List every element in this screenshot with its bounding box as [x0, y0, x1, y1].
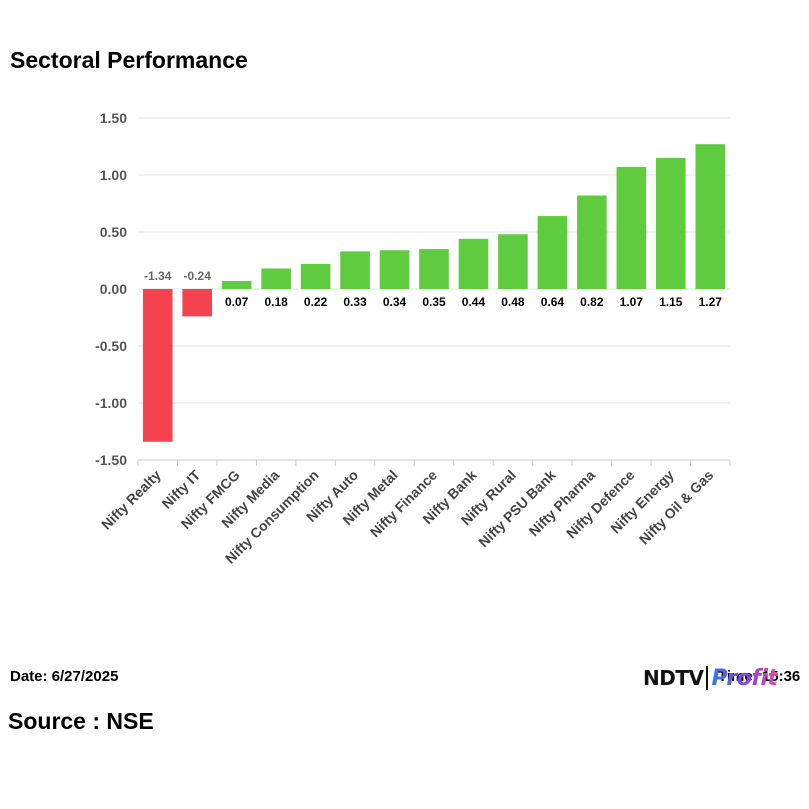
data-label: 0.18 [264, 295, 288, 309]
bar-nifty-oil-gas[interactable] [695, 144, 726, 289]
data-label: 0.35 [422, 295, 446, 309]
data-label: -1.34 [144, 269, 172, 283]
y-tick-label: -0.50 [95, 338, 127, 354]
bar-nifty-rural[interactable] [498, 234, 528, 289]
date-label: Date: 6/27/2025 [10, 668, 119, 685]
bar-nifty-it[interactable] [182, 289, 212, 317]
y-tick-label: 0.00 [100, 281, 127, 297]
x-tick-label: Nifty Realty [98, 467, 164, 533]
data-label: 0.33 [343, 295, 367, 309]
y-axis-ticks: 1.50 1.00 0.50 0.00 -0.50 -1.00 -1.50 [95, 110, 127, 468]
data-label: 0.22 [304, 295, 328, 309]
bar-nifty-finance[interactable] [419, 249, 449, 289]
bar-nifty-media[interactable] [261, 268, 291, 289]
bar-nifty-realty[interactable] [142, 289, 173, 442]
bar-nifty-defence[interactable] [616, 167, 647, 289]
bar-nifty-energy[interactable] [656, 157, 686, 289]
bar-nifty-fmcg[interactable] [221, 281, 252, 289]
data-label: 0.64 [541, 295, 565, 309]
data-label: 0.34 [383, 295, 407, 309]
bar-nifty-pharma[interactable] [577, 195, 607, 289]
y-tick-label: -1.00 [95, 395, 127, 411]
source-label: Source : NSE [8, 708, 154, 734]
logo-ndtv-text: NDTV [643, 666, 704, 690]
logo-divider [706, 666, 709, 690]
x-tick-label: Nifty Defence [563, 467, 638, 542]
data-label: -0.24 [184, 269, 212, 283]
bar-nifty-consumption[interactable] [300, 263, 331, 289]
data-label: 0.44 [462, 295, 486, 309]
data-label: 0.82 [580, 295, 604, 309]
y-tick-label: 1.50 [100, 110, 127, 126]
ndtv-profit-logo: NDTV Profit [643, 664, 778, 692]
data-labels: -1.34 -0.24 0.07 0.18 0.22 0.33 0.34 0.35 0.44 0.… [144, 269, 722, 309]
data-label: 0.07 [225, 295, 249, 309]
bar-nifty-auto[interactable] [340, 251, 370, 289]
time-label: Time: 15:36 [718, 668, 801, 685]
y-tick-label: 1.00 [100, 167, 127, 183]
y-tick-label: 0.50 [100, 224, 127, 240]
bar-nifty-bank[interactable] [458, 238, 489, 289]
bar-chart: 1.50 1.00 0.50 0.00 -0.50 -1.00 -1.50 -1.34 -0.… [95, 110, 731, 567]
chart-title: Sectoral Performance [10, 47, 248, 73]
data-label: 1.15 [659, 295, 683, 309]
y-tick-label: -1.50 [95, 452, 127, 468]
bars [142, 144, 726, 442]
data-label: 1.07 [620, 295, 644, 309]
data-label: 1.27 [699, 295, 723, 309]
bar-nifty-metal[interactable] [379, 250, 410, 289]
bar-nifty-psu-bank[interactable] [537, 216, 568, 289]
data-label: 0.48 [501, 295, 525, 309]
logo-profit-text: Profit [711, 665, 778, 691]
